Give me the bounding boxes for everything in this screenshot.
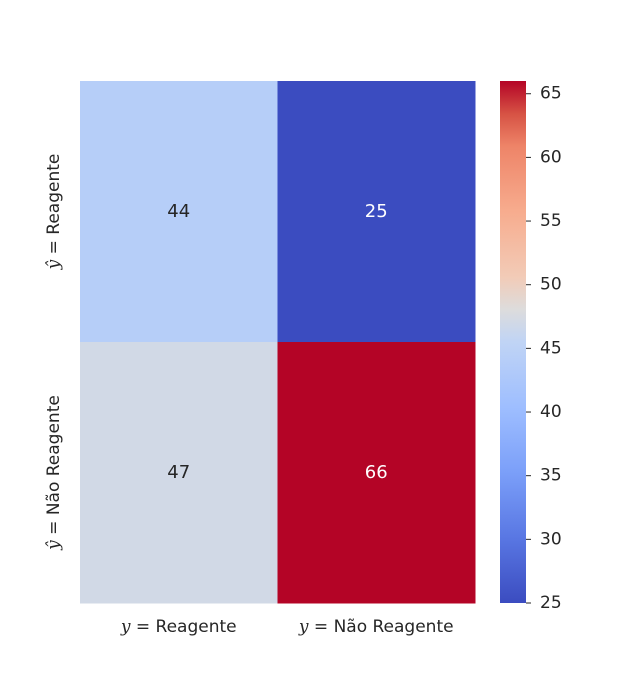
cell-value-label: 25 (365, 201, 388, 222)
colorbar-tick-label: 35 (540, 466, 562, 486)
colorbar-tick-label: 60 (540, 147, 562, 167)
tick-label: y = Não Reagente (298, 617, 454, 637)
colorbar-tick-label: 45 (540, 338, 562, 358)
colorbar-ticks: 25 30 35 40 45 50 55 60 65 (526, 84, 562, 613)
heatmap-cell (80, 342, 278, 604)
colorbar-tick-label: 50 (540, 275, 562, 295)
cell-value-label: 47 (167, 462, 190, 483)
y-tick-labels: ŷ = Reagente ŷ = Não Reagente (44, 154, 64, 551)
heatmap-cell (80, 81, 278, 343)
heatmap-cells: 44 25 47 66 (80, 81, 476, 604)
x-tick-labels: y = Reagente y = Não Reagente (120, 617, 454, 637)
colorbar-tick-label: 25 (540, 593, 562, 613)
tick-label: ŷ = Reagente (44, 154, 64, 271)
cell-value-label: 44 (167, 201, 190, 222)
cell-value-label: 66 (365, 462, 388, 483)
colorbar-tick-label: 40 (540, 402, 562, 422)
colorbar-tick-label: 65 (540, 84, 562, 104)
heatmap-cell (277, 81, 476, 343)
tick-label: y = Reagente (120, 617, 237, 637)
colorbar (500, 81, 526, 603)
colorbar-tick-label: 55 (540, 211, 562, 231)
tick-label: ŷ = Não Reagente (44, 395, 64, 551)
colorbar-tick-label: 30 (540, 529, 562, 549)
heatmap-cell (277, 342, 476, 604)
